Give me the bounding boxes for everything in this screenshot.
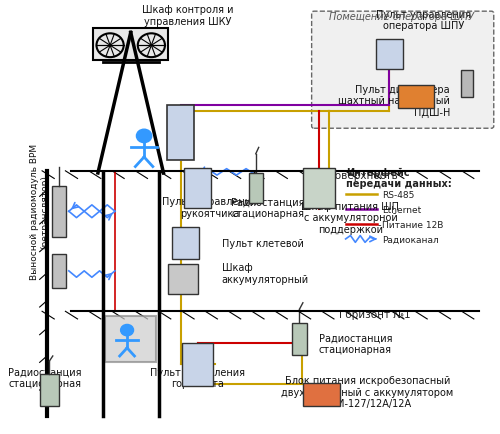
Bar	[303, 383, 340, 406]
Text: Ethernet: Ethernet	[382, 205, 422, 214]
Bar	[303, 168, 334, 209]
Text: Радиостанция
стационарная: Радиостанция стационарная	[8, 366, 82, 388]
Bar	[182, 343, 214, 386]
Text: Радиоканал: Радиоканал	[382, 235, 439, 244]
Text: Радиостанция
стационарная: Радиостанция стационарная	[319, 332, 392, 354]
Text: Интерфейс
передачи данных:: Интерфейс передачи данных:	[346, 167, 452, 189]
Text: Блок питания искробезопасный
двухканальный с аккумулятором
БПИ-127/12А/12А: Блок питания искробезопасный двухканальн…	[282, 375, 454, 408]
Text: Шкаф питания ШП
с аккумуляторной
поддержкой: Шкаф питания ШП с аккумуляторной поддерж…	[302, 201, 400, 234]
Text: Горизонт №1: Горизонт №1	[339, 309, 410, 319]
Circle shape	[120, 325, 134, 336]
Bar	[292, 323, 307, 355]
Bar	[184, 168, 211, 209]
Text: Поверхность: Поверхность	[328, 171, 398, 181]
Bar	[52, 254, 66, 288]
Bar	[167, 105, 194, 161]
Text: Помещение оператора ШПУ: Помещение оператора ШПУ	[329, 12, 474, 22]
Text: Пульт управления
горизонта: Пульт управления горизонта	[150, 367, 245, 388]
Text: Выносной радиомодуль ВРМ
(ретранслятор): Выносной радиомодуль ВРМ (ретранслятор)	[30, 144, 50, 279]
Bar	[52, 186, 66, 237]
Text: Пульт диспетчера
шахтный настольный
ПДШ-Н: Пульт диспетчера шахтный настольный ПДШ-…	[338, 84, 450, 118]
Text: Пульт управления
рукоятчика: Пульт управления рукоятчика	[162, 197, 257, 218]
Bar	[105, 316, 156, 362]
Bar	[461, 71, 473, 98]
FancyBboxPatch shape	[312, 12, 494, 129]
Bar	[168, 265, 198, 295]
Text: Шкаф
аккумуляторный: Шкаф аккумуляторный	[222, 263, 309, 284]
Bar	[249, 174, 262, 203]
Bar	[172, 228, 199, 260]
Text: Шкаф контроля и
управления ШКУ: Шкаф контроля и управления ШКУ	[142, 6, 234, 27]
Text: Радиостанция
стационарная: Радиостанция стационарная	[231, 197, 304, 218]
Text: Пульт клетевой: Пульт клетевой	[222, 239, 304, 249]
Bar	[376, 40, 402, 69]
Bar	[398, 85, 434, 109]
Bar	[93, 29, 168, 61]
Bar	[40, 374, 59, 406]
Text: Пульт управления
оператора ШПУ: Пульт управления оператора ШПУ	[376, 10, 471, 31]
Text: Питание 12В: Питание 12В	[382, 220, 444, 229]
Circle shape	[136, 130, 152, 143]
Text: RS-485: RS-485	[382, 190, 414, 199]
